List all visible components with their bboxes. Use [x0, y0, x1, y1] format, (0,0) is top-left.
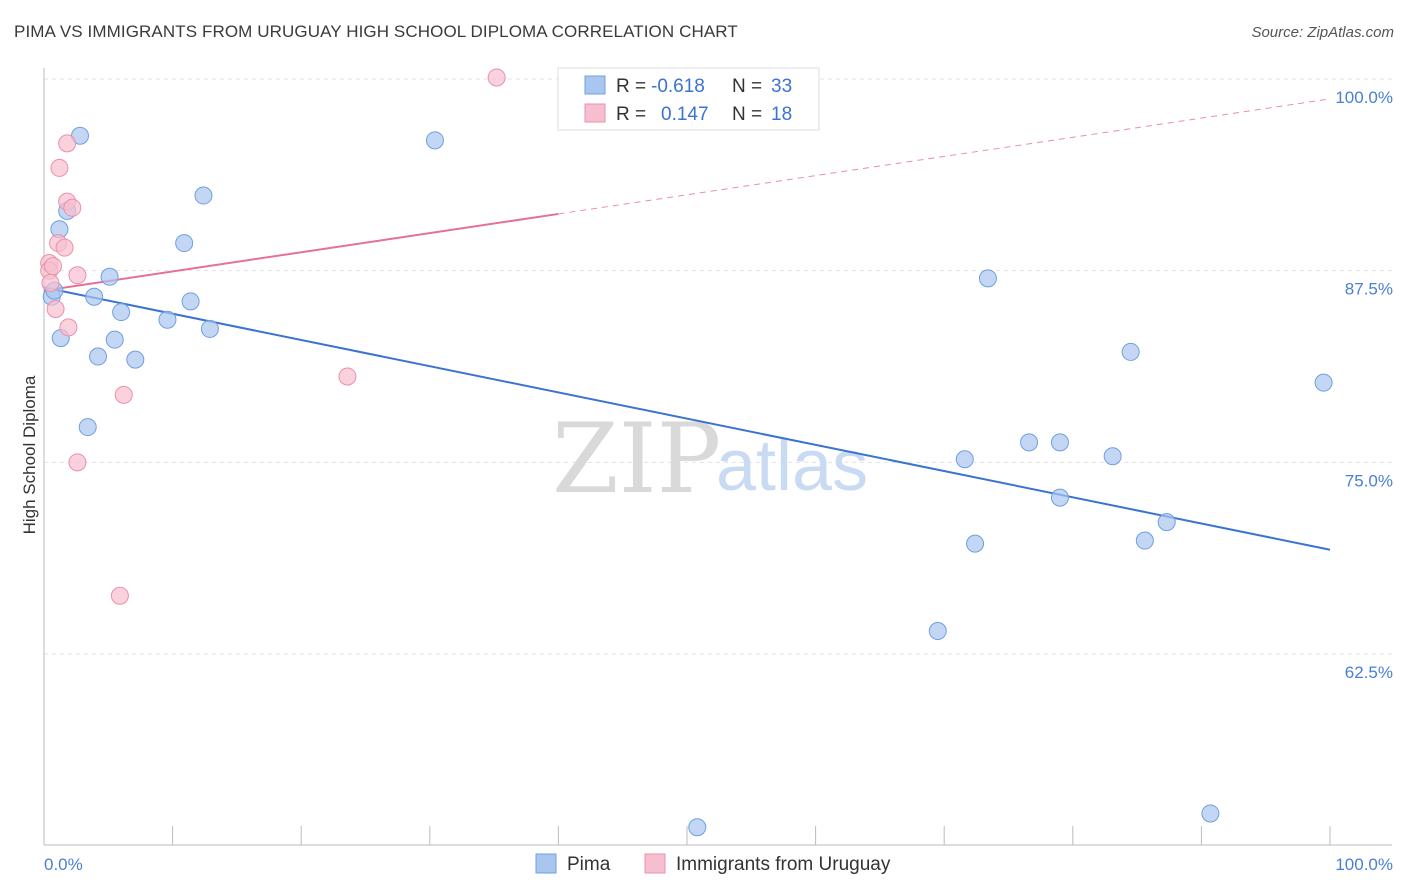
point-pima-6 [85, 287, 104, 306]
point-pima-19 [978, 269, 997, 288]
legend-n-value-uruguay: 18 [771, 104, 792, 125]
point-uruguay-6 [55, 238, 74, 257]
legend-r-value-pima: -0.618 [651, 76, 705, 97]
bottom-legend: Pima Immigrants from Uruguay [535, 853, 891, 875]
trend-lines [43, 98, 1331, 551]
point-pima-8 [158, 310, 177, 329]
legend-r-label-pima: R = [616, 76, 646, 97]
watermark-zip: ZIP [552, 403, 721, 515]
point-pima-5 [100, 267, 119, 286]
point-pima-24 [1050, 433, 1069, 452]
y-tick-labels: 62.5% 75.0% 87.5% 100.0% [1335, 88, 1393, 682]
point-pima-23 [1020, 433, 1039, 452]
legend-box: R = -0.618 N = 33 R = 0.147 N = 18 [557, 67, 820, 131]
point-pima-29 [1157, 513, 1176, 532]
point-uruguay-0 [487, 68, 506, 87]
x-tick-labels: 0.0% 100.0% [44, 855, 1393, 874]
point-pima-18 [425, 131, 444, 150]
point-pima-32 [1201, 804, 1220, 823]
bottom-legend-label-pima: Pima [567, 854, 611, 875]
point-pima-26 [1050, 488, 1069, 507]
point-pima-20 [1121, 342, 1140, 361]
point-uruguay-4 [63, 198, 82, 217]
legend-n-label-uruguay: N = [732, 104, 762, 125]
point-pima-7 [112, 303, 131, 322]
point-pima-14 [200, 319, 219, 338]
point-pima-22 [955, 450, 974, 469]
x-tick-label-1: 100.0% [1335, 855, 1393, 874]
bottom-legend-label-uruguay: Immigrants from Uruguay [676, 854, 891, 875]
y-tick-label-0: 62.5% [1345, 663, 1393, 682]
bottom-legend-swatch-pima [535, 853, 557, 874]
point-pima-27 [966, 534, 985, 553]
point-pima-13 [126, 350, 145, 369]
legend-n-value-pima: 33 [771, 76, 792, 97]
point-uruguay-11 [59, 318, 78, 337]
point-uruguay-15 [110, 586, 129, 605]
legend-n-label-pima: N = [732, 76, 762, 97]
point-uruguay-16 [41, 273, 60, 292]
grid-lines [44, 78, 1392, 655]
legend-r-label-uruguay: R = [616, 104, 646, 125]
point-pima-15 [175, 234, 194, 253]
watermark: ZIP atlas [552, 403, 868, 515]
point-uruguay-9 [68, 266, 87, 285]
legend-r-value-uruguay: 0.147 [661, 104, 709, 125]
bottom-legend-swatch-uruguay [644, 853, 666, 874]
chart-title: PIMA VS IMMIGRANTS FROM URUGUAY HIGH SCH… [14, 22, 738, 41]
legend-swatch-pima [584, 75, 606, 95]
axes [43, 68, 1392, 846]
point-pima-31 [688, 818, 707, 837]
point-pima-30 [928, 622, 947, 640]
point-pima-12 [89, 347, 108, 366]
point-pima-17 [78, 418, 97, 437]
point-uruguay-14 [68, 453, 87, 472]
point-uruguay-13 [114, 385, 133, 404]
trend-line-0 [43, 286, 1331, 551]
trend-line-solid-1 [43, 212, 559, 292]
y-tick-label-3: 100.0% [1335, 88, 1393, 107]
watermark-atlas: atlas [716, 426, 868, 506]
legend-swatch-uruguay [584, 103, 606, 123]
point-pima-25 [1103, 447, 1122, 466]
point-pima-11 [105, 330, 124, 349]
data-points [40, 68, 1333, 837]
point-pima-9 [181, 292, 200, 311]
point-uruguay-1 [58, 134, 77, 153]
y-tick-label-1: 75.0% [1345, 471, 1393, 490]
chart-source: Source: ZipAtlas.com [1251, 24, 1394, 41]
y-axis-label: High School Diploma [20, 375, 39, 534]
point-uruguay-17 [44, 257, 63, 276]
point-uruguay-10 [46, 300, 65, 318]
point-pima-16 [194, 186, 213, 205]
y-tick-label-2: 87.5% [1345, 280, 1393, 299]
point-pima-21 [1314, 373, 1333, 392]
point-uruguay-2 [50, 158, 69, 177]
point-uruguay-12 [338, 367, 357, 386]
point-pima-28 [1135, 531, 1154, 550]
x-tick-label-0: 0.0% [44, 855, 83, 874]
trend-line-dashed-1 [558, 98, 1331, 215]
